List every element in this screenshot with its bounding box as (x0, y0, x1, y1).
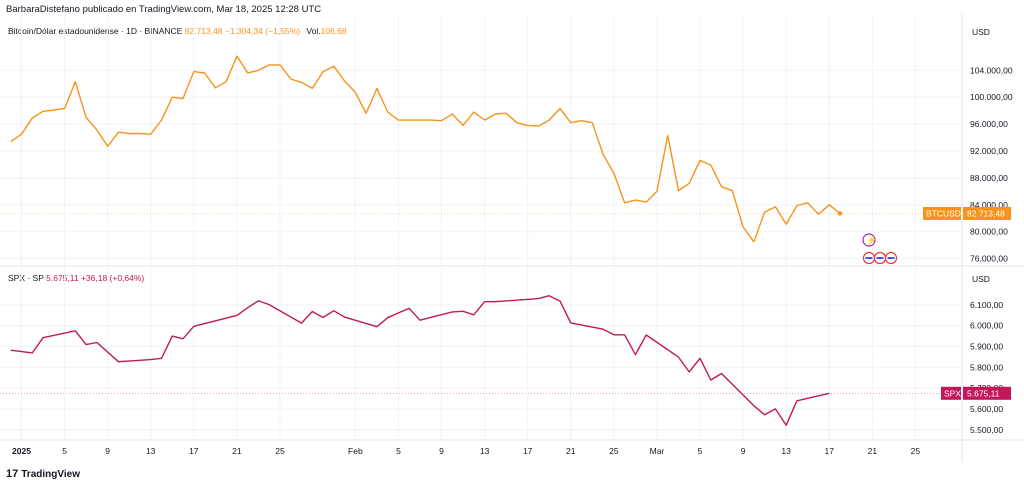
btc-legend-values: 82.713,48 −1.304,34 (−1,55%) (184, 26, 301, 36)
btc-ticker-tag (923, 206, 961, 220)
x-tick-label: 17 (825, 446, 835, 456)
lightning-event-icon (862, 233, 876, 247)
btc-y-tick-label: 100.000,00 (970, 92, 1013, 102)
x-tick-label: 5 (396, 446, 401, 456)
spx-legend-symbol: SPX · SP (8, 273, 44, 283)
tradingview-brand-text: TradingView (21, 468, 80, 480)
btc-y-tick-label: 92.000,00 (970, 146, 1008, 156)
spx-y-tick-label: 5.500,00 (970, 425, 1003, 435)
lightning-event-glyph: ⚡ (867, 235, 878, 246)
btc-y-tick-label: 80.000,00 (970, 227, 1008, 237)
spx-y-tick-label: 5.600,00 (970, 404, 1003, 414)
btc-y-tick-label: 96.000,00 (970, 119, 1008, 129)
btc-y-tick-label: 88.000,00 (970, 173, 1008, 183)
x-tick-label: 13 (480, 446, 490, 456)
x-tick-label: 13 (781, 446, 791, 456)
spx-y-tick-label: 5.900,00 (970, 341, 1003, 351)
x-tick-label: 25 (911, 446, 921, 456)
btc-y-tick-label: 104.000,00 (970, 65, 1013, 75)
spx-price-tag-label: 5.675,11 (967, 388, 1000, 398)
spx-ticker-tag-label: SPX (944, 388, 961, 398)
x-tick-label: 9 (741, 446, 746, 456)
spx-y-tick-label: 6.000,00 (970, 321, 1003, 331)
btc-currency-unit: USD (972, 27, 990, 37)
btc-volume-label: Vol. (306, 26, 321, 36)
btc-last-point (837, 211, 843, 216)
x-tick-label: 21 (566, 446, 576, 456)
spx-ticker-tag (941, 386, 961, 400)
chart-header: BarbaraDistefano publicado en TradingVie… (6, 4, 322, 15)
x-tick-label: 17 (523, 446, 533, 456)
tradingview-brand: 17 TradingView (6, 468, 80, 480)
x-tick-label: 9 (439, 446, 444, 456)
x-tick-label: 25 (275, 446, 285, 456)
x-tick-label: 5 (62, 446, 67, 456)
btc-volume-value: 106,68 (320, 26, 347, 36)
tradingview-logo-icon: 17 (6, 468, 19, 480)
btc-legend: Bitcoin/Dólar estadounidense · 1D · BINA… (8, 26, 347, 36)
x-tick-label: 5 (698, 446, 703, 456)
spx-currency-unit: USD (972, 274, 990, 284)
btc-price-line (10, 55, 841, 243)
x-tick-label: 21 (232, 446, 242, 456)
spx-legend: SPX · SP 5.675,11 +36,18 (+0,64%) (8, 273, 144, 283)
x-tick-label: 25 (609, 446, 619, 456)
btc-price-tag-label: 82.713,48 (967, 208, 1005, 218)
btc-y-tick-label: 76.000,00 (970, 254, 1008, 264)
x-tick-label: 2025 (12, 446, 31, 456)
spx-price-tag (963, 386, 1011, 400)
spx-legend-values: 5.675,11 +36,18 (+0,64%) (46, 273, 145, 283)
x-tick-label: 9 (105, 446, 110, 456)
spx-y-tick-label: 6.100,00 (970, 300, 1003, 310)
x-tick-label: 13 (146, 446, 156, 456)
btc-ticker-tag-label: BTCUSD (926, 208, 961, 218)
x-tick-label: 17 (189, 446, 199, 456)
x-tick-label: Feb (348, 446, 363, 456)
x-tick-label: Mar (650, 446, 665, 456)
btc-legend-symbol: Bitcoin/Dólar estadounidense · 1D · BINA… (8, 26, 183, 36)
spx-y-tick-label: 5.800,00 (970, 362, 1003, 372)
btc-price-tag (963, 206, 1011, 220)
btc-y-tick-label: 84.000,00 (970, 200, 1008, 210)
spx-price-line (10, 295, 830, 426)
x-tick-label: 21 (868, 446, 878, 456)
